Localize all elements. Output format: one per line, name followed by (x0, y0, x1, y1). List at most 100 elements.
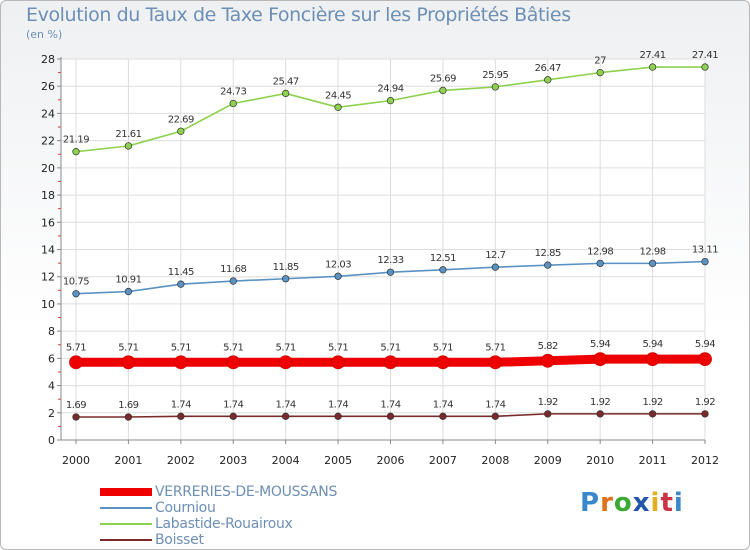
data-label: 1.74 (171, 399, 191, 410)
data-point (229, 412, 237, 420)
data-point (701, 410, 709, 418)
data-label: 10.75 (63, 277, 89, 288)
data-label: 1.74 (223, 399, 243, 410)
y-tick-label: 0 (48, 434, 55, 447)
x-tick-label: 2002 (167, 454, 195, 467)
x-tick-label: 2008 (481, 454, 509, 467)
data-point (491, 263, 499, 271)
data-point (334, 412, 342, 420)
y-tick-label: 28 (41, 53, 55, 66)
unit-label: (en %) (26, 28, 63, 41)
legend-item: Labastide-Rouairoux (100, 516, 337, 532)
data-label: 5.71 (118, 342, 138, 353)
y-tick-label: 10 (41, 298, 55, 311)
data-label: 1.92 (538, 397, 558, 408)
y-tick-label: 22 (41, 135, 55, 148)
data-point (282, 275, 290, 283)
data-label: 1.92 (695, 397, 715, 408)
x-tick-label: 2007 (429, 454, 457, 467)
y-tick-label: 4 (48, 380, 55, 393)
legend-item: Boisset (100, 532, 337, 548)
data-label: 25.69 (430, 73, 456, 84)
data-label: 24.73 (220, 86, 246, 97)
data-point (386, 96, 395, 105)
data-label: 12.85 (535, 248, 561, 259)
data-point (177, 127, 185, 135)
y-tick-label: 26 (41, 80, 55, 93)
data-point (491, 83, 499, 91)
data-point (596, 259, 604, 268)
data-point (124, 287, 133, 296)
data-point (701, 63, 709, 71)
y-tick-label: 2 (48, 407, 55, 420)
data-label: 21.19 (63, 135, 89, 146)
data-point (386, 412, 395, 420)
data-point (124, 413, 133, 421)
brand-letter: i (650, 488, 661, 518)
data-point (596, 68, 604, 77)
legend-swatch (100, 507, 152, 509)
data-point (540, 353, 555, 368)
data-label: 1.92 (590, 397, 610, 408)
data-point (383, 355, 398, 370)
legend: VERRERIES-DE-MOUSSANS Courniou Labastide-R… (100, 484, 337, 548)
data-label: 11.85 (273, 262, 299, 273)
x-tick-label: 2005 (324, 454, 352, 467)
data-label: 27.41 (692, 50, 718, 61)
data-point (386, 268, 395, 276)
legend-label: VERRERIES-DE-MOUSSANS (155, 484, 338, 500)
data-label: 27.41 (640, 50, 666, 61)
data-label: 5.71 (171, 342, 191, 353)
data-point (334, 103, 342, 111)
data-point (648, 63, 657, 71)
data-label: 22.69 (168, 114, 194, 125)
y-tick-label: 24 (41, 107, 55, 120)
data-label: 1.74 (433, 399, 453, 410)
data-point (648, 259, 657, 268)
data-label: 24.45 (325, 90, 351, 101)
data-point (439, 86, 447, 95)
data-label: 12.03 (325, 259, 351, 270)
data-label: 12.98 (587, 246, 613, 257)
data-label: 11.45 (168, 267, 194, 278)
data-label: 27 (594, 56, 606, 67)
legend-swatch (100, 539, 152, 541)
x-tick-label: 2011 (639, 454, 667, 467)
chart-title: Evolution du Taux de Taxe Foncière sur l… (26, 4, 571, 26)
x-tick-label: 2003 (219, 454, 247, 467)
data-label: 13.11 (692, 245, 718, 256)
legend-label: Labastide-Rouairoux (155, 516, 293, 532)
data-point (439, 412, 447, 420)
legend-item: Courniou (100, 500, 337, 516)
x-tick-label: 2010 (586, 454, 614, 467)
data-point (282, 89, 290, 98)
data-label: 12.7 (485, 250, 505, 261)
data-point (593, 352, 608, 367)
series-labastide-rouairoux: 21.19 21.61 22.69 24.73 25.47 24.45 24.94 25.69… (63, 50, 719, 156)
data-label: 1.74 (485, 399, 505, 410)
data-point (488, 355, 503, 370)
data-point (72, 290, 80, 298)
data-point (331, 355, 345, 370)
x-tick-label: 2012 (691, 454, 719, 467)
data-label: 5.71 (485, 342, 505, 353)
data-label: 26.47 (535, 63, 561, 74)
data-label: 10.91 (115, 275, 141, 286)
data-label: 5.71 (433, 342, 453, 353)
data-point (177, 412, 185, 420)
data-label: 1.74 (380, 399, 400, 410)
x-tick-label: 2001 (114, 454, 142, 467)
x-tick-label: 2004 (272, 454, 300, 467)
legend-item: VERRERIES-DE-MOUSSANS (100, 484, 337, 500)
data-label: 5.71 (276, 342, 296, 353)
data-label: 24.94 (377, 84, 403, 95)
x-tick-label: 2006 (377, 454, 405, 467)
data-label: 5.94 (590, 339, 610, 350)
data-point (121, 355, 136, 370)
data-point (648, 410, 657, 418)
data-point (278, 355, 293, 370)
data-label: 12.98 (640, 246, 666, 257)
data-label: 25.47 (273, 76, 299, 87)
y-tick-label: 12 (41, 271, 55, 284)
